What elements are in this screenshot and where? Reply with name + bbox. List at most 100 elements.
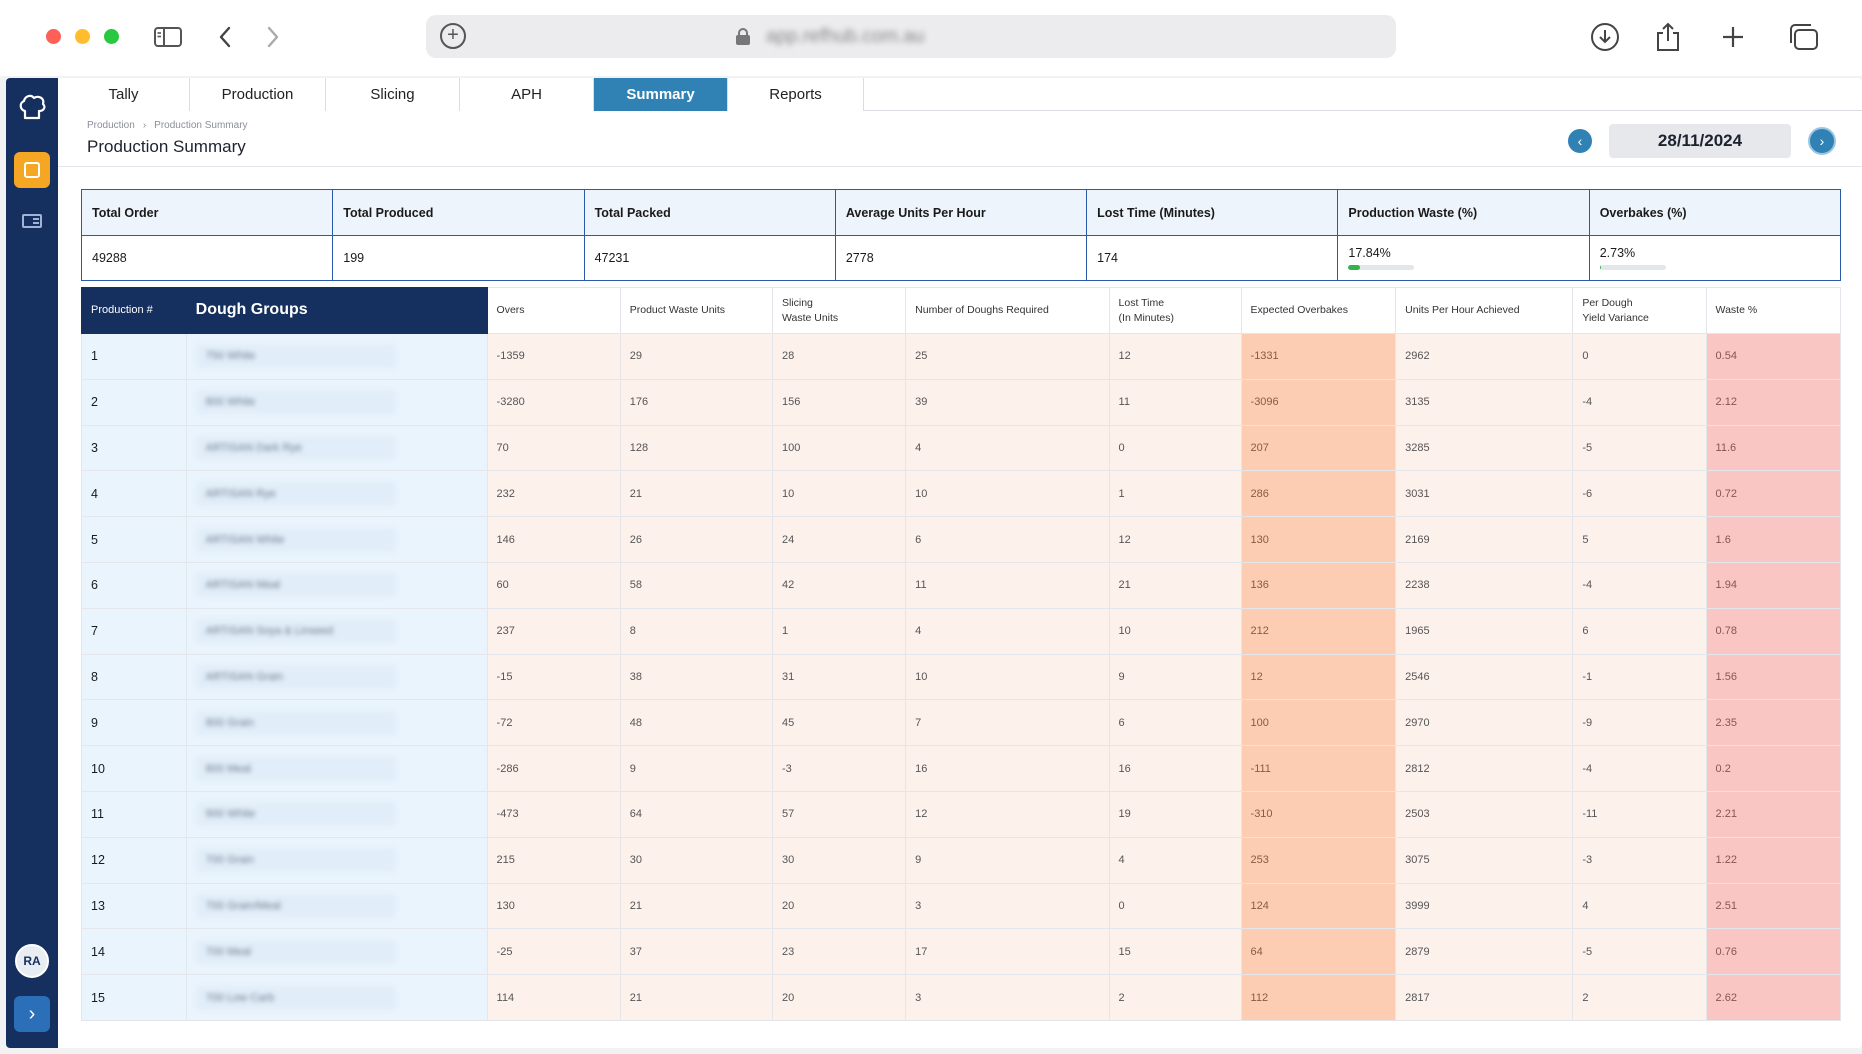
- column-header-expected-overbakes[interactable]: Expected Overbakes: [1240, 287, 1397, 334]
- minimize-window-button[interactable]: [75, 29, 90, 44]
- production-number-cell: 13: [81, 882, 187, 930]
- table-row[interactable]: 3 ARTISAN Dark Rye 70 128 100 4 0 207 3285 -5 11.6: [81, 424, 1842, 472]
- overs-cell: 114: [486, 974, 621, 1021]
- table-row[interactable]: 15 700 Low Carb 114 21 20 3 2 112 2817 2 2.62: [81, 974, 1842, 1021]
- waste-pct-cell: 1.94: [1705, 561, 1842, 609]
- overs-cell: -15: [486, 653, 621, 701]
- table-row[interactable]: 13 700 Grain/Meal 130 21 20 3 0 124 3999 4 2.51: [81, 882, 1842, 930]
- column-header-lost-time[interactable]: Lost Time (In Minutes): [1108, 287, 1242, 334]
- tab-overview-icon[interactable]: [1786, 18, 1820, 56]
- production-waste-progress-fill: [1348, 265, 1361, 270]
- expand-sidebar-button[interactable]: ›: [14, 996, 50, 1032]
- avatar[interactable]: RA: [15, 944, 49, 978]
- production-number-cell: 5: [81, 516, 187, 563]
- column-header-yield-variance-line1: Per Dough: [1582, 296, 1633, 309]
- summary-average-uph: 2778: [834, 235, 1088, 281]
- slicing-waste-units-cell: 28: [771, 333, 907, 380]
- column-header-product-waste[interactable]: Product Waste Units: [619, 287, 773, 334]
- sidebar-toggle-icon[interactable]: [152, 18, 184, 56]
- forward-icon[interactable]: [260, 18, 286, 56]
- tab-bar: Tally Production Slicing APH Summary Rep…: [58, 78, 1862, 111]
- yield-variance-cell: -5: [1572, 424, 1707, 472]
- uph-achieved-cell: 2503: [1395, 790, 1574, 838]
- table-row[interactable]: 11 900 White -473 64 57 12 19 -310 2503 -11 2.21: [81, 790, 1842, 838]
- back-icon[interactable]: [212, 18, 238, 56]
- chef-hat-logo-icon[interactable]: [16, 92, 48, 124]
- overs-cell: -3280: [486, 378, 621, 426]
- column-header-waste-pct[interactable]: Waste %: [1705, 287, 1842, 334]
- dough-group-cell: 700 Meal: [185, 928, 488, 976]
- previous-date-button[interactable]: ‹: [1568, 129, 1592, 153]
- waste-pct-cell: 2.51: [1705, 882, 1842, 930]
- tab-aph[interactable]: APH: [460, 78, 594, 111]
- next-date-button[interactable]: ›: [1808, 127, 1836, 155]
- uph-achieved-cell: 2812: [1395, 745, 1574, 792]
- dough-group-cell: ARTISAN Soya & Linseed: [185, 607, 488, 655]
- uph-achieved-cell: 3135: [1395, 378, 1574, 426]
- dough-group-cell: ARTISAN Grain: [185, 653, 488, 701]
- yield-variance-cell: 6: [1572, 607, 1707, 655]
- expected-overbakes-cell: 124: [1240, 882, 1397, 930]
- table-row[interactable]: 1 750 White -1359 29 28 25 12 -1331 2962 0 0.54: [81, 333, 1842, 380]
- table-row[interactable]: 6 ARTISAN Meal 60 58 42 11 21 136 2238 -4 1.94: [81, 561, 1842, 609]
- table-row[interactable]: 12 700 Grain 215 30 30 9 4 253 3075 -3 1.22: [81, 836, 1842, 884]
- lock-icon: [736, 28, 750, 45]
- lost-time-cell: 6: [1108, 699, 1242, 747]
- share-icon[interactable]: [1652, 18, 1684, 56]
- close-window-button[interactable]: [46, 29, 61, 44]
- waste-pct-cell: 0.72: [1705, 470, 1842, 518]
- add-tab-icon[interactable]: [1718, 18, 1748, 56]
- dough-group-cell: 700 Grain/Meal: [185, 882, 488, 930]
- column-header-lost-time-line1: Lost Time: [1118, 296, 1165, 309]
- lost-time-cell: 12: [1108, 333, 1242, 380]
- table-row[interactable]: 10 800 Meal -286 9 -3 16 16 -111 2812 -4 0.2: [81, 745, 1842, 792]
- breadcrumb-current: Production Summary: [154, 120, 248, 131]
- table-row[interactable]: 9 800 Grain -72 48 45 7 6 100 2970 -9 2.35: [81, 699, 1842, 747]
- column-header-doughs-required[interactable]: Number of Doughs Required: [905, 287, 1110, 334]
- doughs-required-cell: 11: [905, 561, 1110, 609]
- doughs-required-cell: 25: [905, 333, 1110, 380]
- dough-group-name: ARTISAN Rye: [195, 481, 396, 506]
- table-row[interactable]: 8 ARTISAN Grain -15 38 31 10 9 12 2546 -1 1.56: [81, 653, 1842, 701]
- column-header-uph-achieved[interactable]: Units Per Hour Achieved: [1395, 287, 1574, 334]
- url-text: app.refhub.com.au: [766, 26, 925, 47]
- dough-group-name: 700 Low Carb: [195, 985, 396, 1010]
- uph-achieved-cell: 3075: [1395, 836, 1574, 884]
- table-row[interactable]: 14 700 Meal -25 37 23 17 15 64 2879 -5 0.76: [81, 928, 1842, 976]
- yield-variance-cell: 5: [1572, 516, 1707, 563]
- tab-production[interactable]: Production: [190, 78, 326, 111]
- yield-variance-cell: -6: [1572, 470, 1707, 518]
- tab-slicing[interactable]: Slicing: [326, 78, 460, 111]
- address-bar[interactable]: + app.refhub.com.au: [426, 15, 1396, 58]
- download-icon[interactable]: [1588, 18, 1622, 56]
- dough-group-cell: 800 Grain: [185, 699, 488, 747]
- table-row[interactable]: 5 ARTISAN White 146 26 24 6 12 130 2169 5 1.6: [81, 516, 1842, 563]
- dough-group-name: 800 Grain: [195, 710, 396, 735]
- tab-tally[interactable]: Tally: [58, 78, 190, 111]
- tab-reports[interactable]: Reports: [728, 78, 864, 111]
- product-waste-units-cell: 30: [619, 836, 773, 884]
- column-header-production[interactable]: Production #: [81, 287, 187, 334]
- summary-production-waste-cell: 17.84%: [1337, 235, 1590, 281]
- new-tab-icon[interactable]: +: [440, 23, 466, 49]
- dough-group-cell: ARTISAN Dark Rye: [185, 424, 488, 472]
- date-display[interactable]: 28/11/2024: [1609, 124, 1791, 158]
- lost-time-cell: 10: [1108, 607, 1242, 655]
- sidebar-item-reports-icon[interactable]: [22, 214, 42, 228]
- product-waste-units-cell: 64: [619, 790, 773, 838]
- column-header-yield-variance[interactable]: Per Dough Yield Variance: [1572, 287, 1707, 334]
- table-row[interactable]: 2 800 White -3280 176 156 39 11 -3096 3135 -4 2.12: [81, 378, 1842, 426]
- sidebar-item-production-icon[interactable]: [14, 152, 50, 188]
- column-header-slicing-waste[interactable]: Slicing Waste Units: [771, 287, 907, 334]
- yield-variance-cell: -4: [1572, 745, 1707, 792]
- column-header-dough-groups[interactable]: Dough Groups: [185, 287, 488, 334]
- table-row[interactable]: 4 ARTISAN Rye 232 21 10 10 1 286 3031 -6 0.72: [81, 470, 1842, 518]
- column-header-overs[interactable]: Overs: [486, 287, 621, 334]
- maximize-window-button[interactable]: [104, 29, 119, 44]
- summary-total-order: 49288: [80, 235, 334, 281]
- lost-time-cell: 1: [1108, 470, 1242, 518]
- lost-time-cell: 11: [1108, 378, 1242, 426]
- table-row[interactable]: 7 ARTISAN Soya & Linseed 237 8 1 4 10 212 1965 6 0…: [81, 607, 1842, 655]
- tab-summary[interactable]: Summary: [594, 78, 728, 111]
- breadcrumb-production-link[interactable]: Production: [87, 120, 135, 131]
